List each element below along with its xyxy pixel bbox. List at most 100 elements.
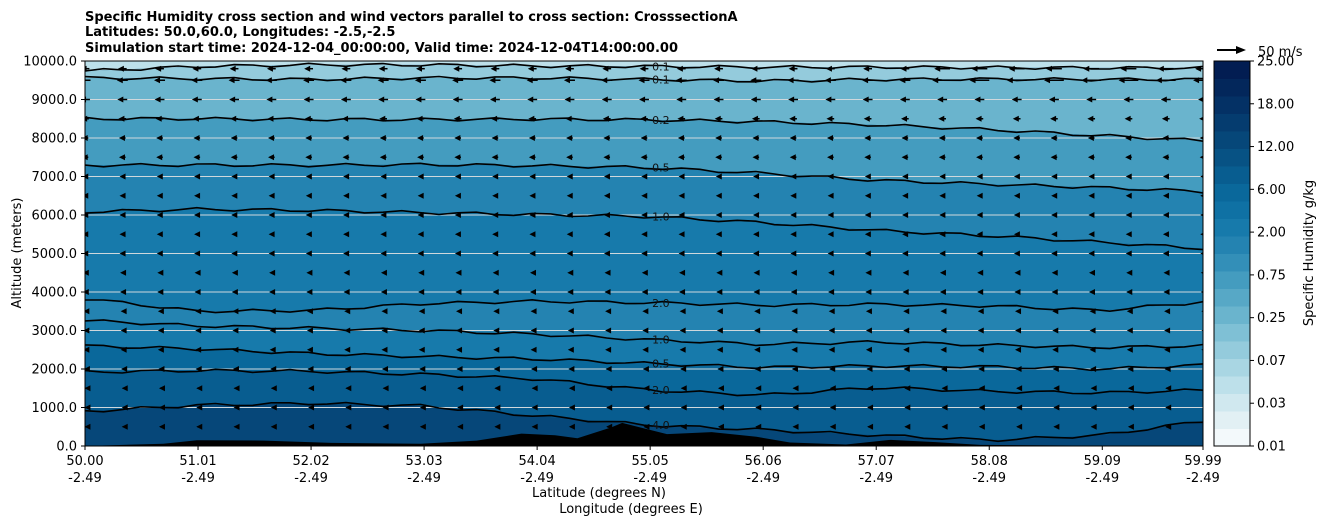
- wind-arrow: [1164, 308, 1171, 315]
- wind-arrow: [1200, 213, 1203, 217]
- wind-arrow: [195, 308, 202, 315]
- wind-arrow: [865, 327, 872, 334]
- wind-arrow: [343, 173, 350, 180]
- wind-arrow: [827, 192, 834, 199]
- wind-arrow: [716, 269, 723, 276]
- wind-arrow: [1090, 385, 1097, 392]
- wind-arrow: [494, 404, 501, 411]
- wind-arrow: [306, 269, 313, 276]
- wind-arrow: [1051, 231, 1058, 238]
- wind-arrow: [978, 423, 985, 430]
- x-tick-label-lon: -2.49: [633, 471, 667, 486]
- wind-arrow: [790, 250, 797, 257]
- wind-arrow: [85, 366, 90, 372]
- wind-arrow: [1160, 96, 1171, 103]
- wind-arrow: [1127, 385, 1134, 392]
- wind-arrow: [679, 269, 686, 276]
- wind-arrow: [417, 135, 424, 141]
- wind-arrow: [157, 308, 164, 315]
- wind-arrow: [119, 231, 126, 238]
- wind-arrow: [899, 77, 911, 84]
- wind-arrow: [85, 173, 89, 180]
- wind-arrow: [641, 231, 648, 238]
- wind-arrow: [938, 115, 946, 122]
- wind-arrow: [453, 65, 463, 72]
- wind-arrow: [493, 366, 500, 372]
- wind-arrow: [528, 115, 537, 122]
- wind-arrow: [528, 135, 536, 141]
- wind-arrow: [492, 289, 499, 295]
- x-tick-label-lon: -2.49: [972, 471, 1006, 486]
- wind-arrow: [717, 404, 724, 411]
- wind-arrow: [752, 154, 760, 161]
- wind-arrow: [977, 269, 984, 276]
- wind-arrow: [344, 308, 351, 315]
- wind-arrow: [788, 65, 798, 72]
- wind-arrow: [827, 154, 834, 161]
- wind-arrow: [193, 135, 201, 141]
- wind-arrow: [308, 385, 315, 392]
- x-axis: 50.00 -2.49 51.01 -2.49 52.02 -2.49 53.03 -2.49…: [66, 446, 1222, 486]
- colorbar-segment: [1214, 113, 1250, 132]
- wind-arrow: [304, 115, 313, 122]
- wind-arrow: [904, 423, 911, 430]
- y-tick-label: 4000.0: [32, 286, 78, 301]
- wind-arrow: [934, 65, 951, 72]
- wind-arrow: [902, 192, 909, 199]
- contour-label: 0.2: [652, 114, 670, 127]
- wind-arrow: [829, 385, 836, 392]
- wind-arrow: [678, 250, 685, 257]
- wind-arrow: [1015, 327, 1022, 334]
- wind-arrow: [303, 77, 315, 84]
- x-axis-label-latitude: Latitude (degrees N): [532, 486, 666, 501]
- wind-arrow: [940, 327, 947, 334]
- wind-arrow: [85, 385, 91, 392]
- wind-arrow: [529, 173, 536, 180]
- colorbar-segment: [1214, 288, 1250, 307]
- wind-arrow: [605, 308, 612, 315]
- wind-arrow: [379, 115, 387, 122]
- wind-arrow: [1199, 155, 1203, 159]
- wind-arrow: [753, 289, 760, 295]
- wind-arrow: [343, 289, 350, 295]
- x-tick-label-lat: 56.06: [745, 454, 782, 469]
- contour-line: [85, 368, 1203, 397]
- wind-arrow: [902, 212, 909, 218]
- wind-arrow: [899, 96, 910, 103]
- wind-arrow: [824, 77, 836, 84]
- wind-arrow: [121, 404, 128, 411]
- wind-arrow: [791, 346, 798, 353]
- colorbar-tick-label: 0.03: [1257, 397, 1286, 412]
- x-tick-label-lat: 57.07: [858, 454, 895, 469]
- colorbar-tick-label: 0.01: [1257, 440, 1286, 455]
- x-tick-label-lon: -2.49: [520, 471, 554, 486]
- wind-arrow: [456, 308, 463, 315]
- wind-arrow: [751, 65, 761, 72]
- wind-arrow: [492, 250, 499, 257]
- y-axis: 0.0 1000.0 2000.0 3000.0 4000.0 5000.0 6000.0 7…: [23, 55, 85, 455]
- wind-arrow: [343, 250, 350, 257]
- wind-arrow: [343, 212, 350, 218]
- wind-arrow: [753, 269, 760, 276]
- wind-arrow: [382, 385, 389, 392]
- y-tick-label: 3000.0: [32, 324, 78, 339]
- wind-arrow: [379, 135, 387, 141]
- wind-arrow: [340, 96, 351, 103]
- wind-arrow: [1087, 135, 1095, 141]
- wind-arrow: [1125, 173, 1132, 180]
- wind-arrow: [789, 135, 797, 141]
- wind-arrow: [1127, 366, 1134, 372]
- wind-arrow: [158, 423, 165, 430]
- wind-arrow: [305, 154, 312, 161]
- wind-arrow: [567, 327, 574, 334]
- wind-arrow: [1089, 308, 1096, 315]
- wind-arrow: [603, 154, 611, 161]
- colorbar-segment: [1214, 183, 1250, 202]
- wind-arrow: [566, 212, 573, 218]
- colorbar-segment: [1214, 78, 1250, 97]
- wind-arrow: [680, 385, 687, 392]
- wind-arrow: [1127, 404, 1134, 411]
- wind-arrow: [969, 77, 990, 84]
- wind-arrow: [1120, 65, 1137, 72]
- wind-arrow: [863, 65, 872, 72]
